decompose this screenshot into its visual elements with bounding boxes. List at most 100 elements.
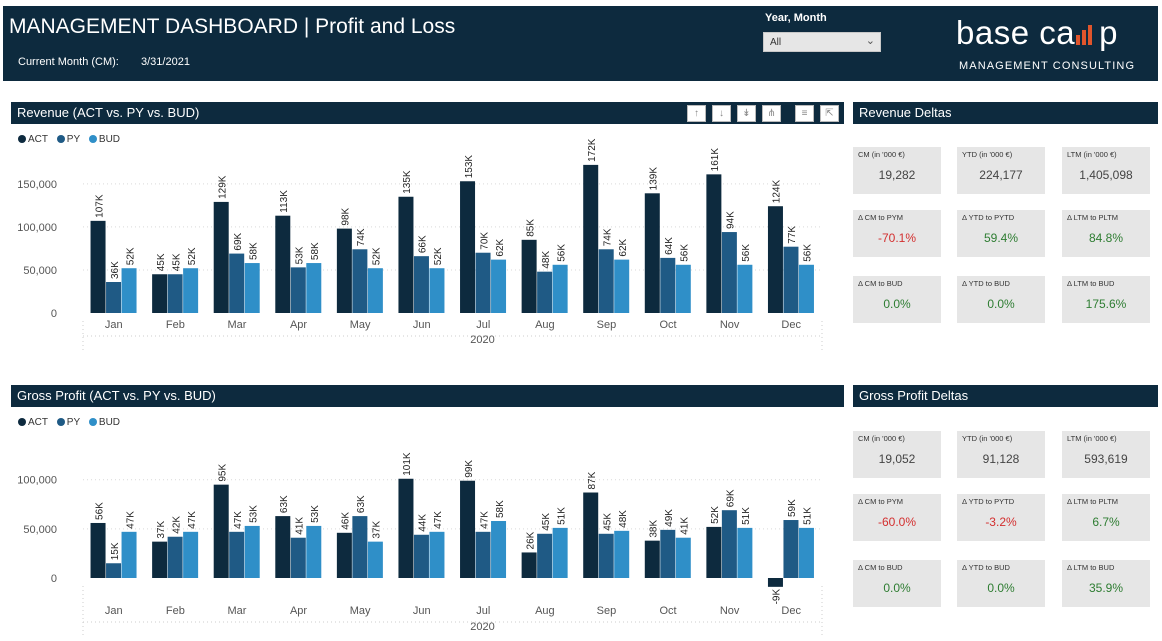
kpi-card: Δ LTM to BUD 175.6% bbox=[1062, 276, 1150, 323]
x-axis-label: 2020 bbox=[470, 334, 494, 346]
kpi-card: YTD (in '000 €) 91,128 bbox=[957, 431, 1045, 478]
category-label: Feb bbox=[166, 319, 185, 331]
bar-act bbox=[336, 532, 352, 578]
bar-py bbox=[290, 537, 306, 578]
kpi-value: 35.9% bbox=[1088, 581, 1124, 595]
data-label: 107K bbox=[94, 194, 105, 218]
data-label: 135K bbox=[402, 170, 413, 194]
chevron-down-icon: ⌄ bbox=[865, 35, 875, 47]
data-label: 99K bbox=[464, 460, 475, 478]
bar-act bbox=[152, 274, 168, 313]
kpi-value: 19,282 bbox=[878, 168, 916, 182]
logo-text-b: p bbox=[1099, 14, 1118, 51]
bar-py bbox=[598, 249, 614, 313]
bar-py bbox=[167, 536, 183, 578]
bar-act bbox=[583, 164, 599, 313]
revenue-bar-chart: 0 50,000 100,000 150,000 107K 36K 52K Jan 45K 45K… bbox=[17, 138, 823, 353]
dashboard-header: MANAGEMENT DASHBOARD | Profit and Loss C… bbox=[3, 6, 1158, 81]
data-label: 42K bbox=[171, 516, 182, 534]
data-label: 63K bbox=[356, 495, 367, 513]
category-label: Jul bbox=[476, 605, 490, 617]
bar-bud bbox=[552, 527, 568, 578]
legend-py: PY bbox=[56, 417, 80, 428]
bar-py bbox=[352, 516, 368, 578]
kpi-card: Δ YTD to PYTD 59.4% bbox=[957, 210, 1045, 257]
kpi-label: Δ LTM to PLTM bbox=[1067, 213, 1118, 222]
logo-text-a: base ca bbox=[956, 14, 1076, 51]
kpi-value: -3.2% bbox=[985, 515, 1017, 529]
focus-mode-icon[interactable]: ⇱ bbox=[820, 105, 839, 122]
kpi-card: CM (in '000 €) 19,052 bbox=[853, 431, 941, 478]
bar-act bbox=[521, 552, 537, 578]
data-label: 62K bbox=[618, 238, 629, 256]
bar-act bbox=[275, 516, 291, 578]
bar-act bbox=[706, 174, 722, 313]
data-label: 161K bbox=[710, 148, 721, 172]
kpi-value: -70.1% bbox=[877, 231, 917, 245]
data-label: 87K bbox=[587, 471, 598, 489]
bar-act bbox=[644, 193, 660, 313]
bar-py bbox=[783, 520, 799, 578]
revenue-chart-title-bar: Revenue (ACT vs. PY vs. BUD) bbox=[11, 102, 844, 124]
bar-act bbox=[213, 201, 229, 313]
bar-bud bbox=[798, 264, 814, 313]
bud-dot-icon bbox=[88, 135, 97, 143]
data-label: 113K bbox=[279, 190, 290, 213]
data-label: 48K bbox=[541, 251, 552, 269]
data-label: 70K bbox=[479, 232, 490, 250]
logo-subtitle: MANAGEMENT CONSULTING bbox=[959, 60, 1136, 72]
bar-act bbox=[213, 484, 229, 578]
data-label: 45K bbox=[602, 513, 613, 531]
bar-py bbox=[721, 232, 737, 313]
kpi-label: CM (in '000 €) bbox=[858, 434, 905, 443]
bar-bud bbox=[798, 527, 814, 578]
data-label: 48K bbox=[618, 510, 629, 528]
data-label: 58K bbox=[495, 500, 506, 518]
category-label: Apr bbox=[290, 319, 307, 331]
bar-py bbox=[229, 253, 245, 313]
drill-fork-icon[interactable]: ⋔ bbox=[762, 105, 781, 122]
sort-descending-icon[interactable]: ↓ bbox=[712, 105, 731, 122]
logo-wordmark: base ca p bbox=[956, 14, 1118, 52]
kpi-value: 19,052 bbox=[878, 452, 916, 466]
bar-act bbox=[767, 578, 783, 587]
category-label: Jul bbox=[476, 319, 490, 331]
data-label: 62K bbox=[495, 238, 506, 256]
bar-py bbox=[660, 257, 676, 313]
gp-bar-chart: 0 50,000 100,000 56K 15K 47K Jan 37K 42K 47K Feb 95… bbox=[17, 452, 823, 638]
data-label: 139K bbox=[649, 167, 660, 191]
bar-bud bbox=[306, 525, 322, 578]
py-dot-icon bbox=[56, 135, 65, 143]
data-label: 53K bbox=[310, 505, 321, 523]
filter-icon[interactable]: ≡ bbox=[795, 105, 814, 122]
bud-dot-icon bbox=[88, 418, 97, 426]
data-label: 124K bbox=[772, 180, 783, 204]
kpi-card: CM (in '000 €) 19,282 bbox=[853, 147, 941, 194]
data-label: 15K bbox=[110, 542, 121, 560]
kpi-card: Δ CM to PYM -60.0% bbox=[853, 494, 941, 541]
year-month-slicer[interactable]: All ⌄ bbox=[763, 32, 881, 52]
y-tick-label: 100,000 bbox=[17, 475, 57, 487]
category-label: Apr bbox=[290, 605, 307, 617]
bar-bud bbox=[737, 527, 753, 578]
kpi-value: 84.8% bbox=[1088, 231, 1124, 245]
category-label: Mar bbox=[227, 319, 246, 331]
kpi-label: YTD (in '000 €) bbox=[962, 434, 1013, 443]
kpi-value: 224,177 bbox=[979, 168, 1023, 182]
expand-all-down-icon[interactable]: ↡ bbox=[737, 105, 756, 122]
data-label: 47K bbox=[187, 511, 198, 529]
bar-bud bbox=[429, 268, 445, 313]
bar-py bbox=[475, 252, 491, 313]
gp-legend: ACT PY BUD bbox=[18, 417, 126, 428]
kpi-label: Δ YTD to PYTD bbox=[962, 213, 1015, 222]
bar-py bbox=[721, 510, 737, 578]
data-label: 47K bbox=[433, 511, 444, 529]
category-label: Nov bbox=[720, 319, 740, 331]
category-label: Jan bbox=[105, 605, 123, 617]
bar-bud bbox=[183, 531, 199, 578]
sort-ascending-icon[interactable]: ↑ bbox=[687, 105, 706, 122]
legend-bud: BUD bbox=[88, 134, 120, 145]
bar-py bbox=[229, 531, 245, 578]
kpi-label: Δ LTM to BUD bbox=[1067, 279, 1115, 288]
kpi-card: Δ CM to BUD 0.0% bbox=[853, 560, 941, 607]
